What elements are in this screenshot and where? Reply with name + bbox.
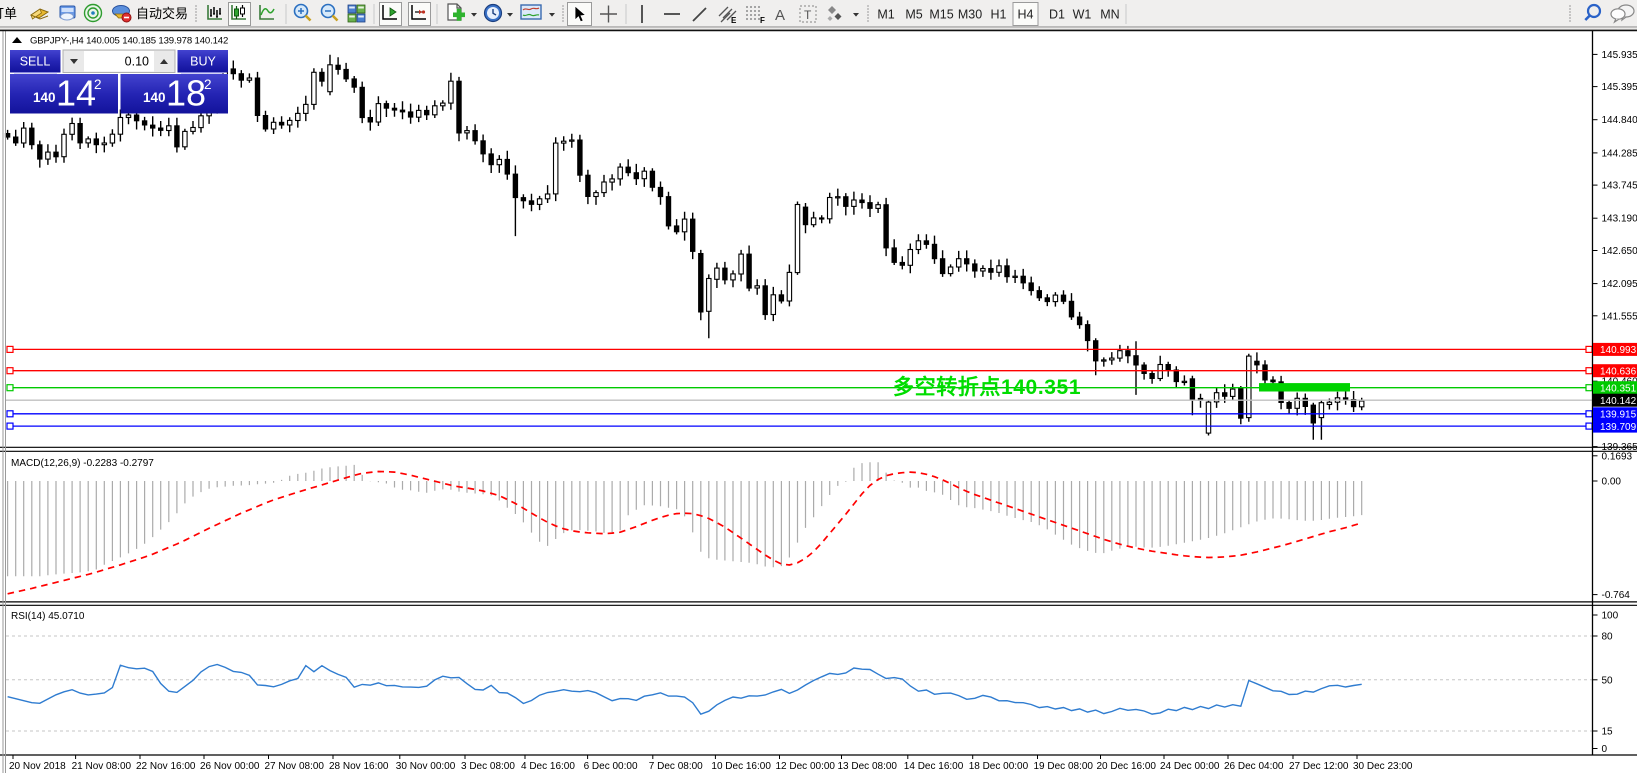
svg-text:6 Dec 00:00: 6 Dec 00:00	[584, 761, 638, 772]
svg-text:15: 15	[1602, 727, 1614, 738]
svg-text:24 Dec 00:00: 24 Dec 00:00	[1160, 761, 1220, 772]
svg-text:50: 50	[1602, 675, 1614, 686]
svg-text:T: T	[804, 8, 812, 22]
svg-text:30 Dec 23:00: 30 Dec 23:00	[1353, 761, 1413, 772]
svg-text:M30: M30	[958, 8, 982, 22]
svg-text:14: 14	[56, 73, 96, 114]
svg-text:RSI(14) 45.0710: RSI(14) 45.0710	[11, 611, 85, 622]
svg-text:140.993: 140.993	[1600, 345, 1637, 356]
svg-text:M5: M5	[905, 8, 922, 22]
svg-text:2: 2	[94, 77, 102, 92]
svg-text:26 Nov 00:00: 26 Nov 00:00	[200, 761, 260, 772]
svg-text:W1: W1	[1073, 8, 1092, 22]
svg-text:139.709: 139.709	[1600, 422, 1637, 433]
svg-text:MACD(12,26,9) -0.2283 -0.2797: MACD(12,26,9) -0.2283 -0.2797	[11, 458, 154, 469]
svg-text:142.650: 142.650	[1602, 246, 1637, 257]
svg-text:多空转折点140.351: 多空转折点140.351	[893, 375, 1081, 399]
svg-text:订单: 订单	[0, 6, 17, 21]
svg-text:13 Dec 08:00: 13 Dec 08:00	[838, 761, 898, 772]
svg-text:2: 2	[204, 77, 212, 92]
svg-text:3 Dec 08:00: 3 Dec 08:00	[461, 761, 515, 772]
svg-text:10 Dec 16:00: 10 Dec 16:00	[711, 761, 771, 772]
svg-text:139.365: 139.365	[1602, 442, 1637, 453]
svg-text:140.351: 140.351	[1600, 384, 1637, 395]
svg-text:F: F	[760, 16, 765, 25]
svg-text:18: 18	[166, 73, 206, 114]
svg-text:145.935: 145.935	[1602, 50, 1637, 61]
svg-text:0: 0	[1602, 744, 1608, 755]
svg-text:27 Nov 08:00: 27 Nov 08:00	[265, 761, 325, 772]
svg-text:143.190: 143.190	[1602, 214, 1637, 225]
svg-text:E: E	[731, 16, 737, 25]
svg-text:28 Nov 16:00: 28 Nov 16:00	[329, 761, 389, 772]
svg-text:27 Dec 12:00: 27 Dec 12:00	[1289, 761, 1349, 772]
svg-text:140: 140	[33, 90, 56, 105]
svg-text:M1: M1	[877, 8, 894, 22]
svg-text:12 Dec 00:00: 12 Dec 00:00	[776, 761, 836, 772]
svg-text:140.142: 140.142	[1600, 396, 1637, 407]
svg-text:144.285: 144.285	[1602, 148, 1637, 159]
svg-text:21 Nov 08:00: 21 Nov 08:00	[72, 761, 132, 772]
svg-text:80: 80	[1602, 632, 1614, 643]
svg-text:142.095: 142.095	[1602, 279, 1637, 290]
svg-text:D1: D1	[1049, 8, 1065, 22]
svg-text:自动交易: 自动交易	[136, 6, 188, 21]
svg-text:140: 140	[143, 90, 166, 105]
svg-text:0.10: 0.10	[125, 55, 149, 69]
svg-text:H1: H1	[991, 8, 1007, 22]
svg-text:0.00: 0.00	[1602, 477, 1622, 488]
svg-text:M15: M15	[929, 8, 953, 22]
svg-text:20 Dec 16:00: 20 Dec 16:00	[1097, 761, 1157, 772]
svg-text:H4: H4	[1018, 8, 1034, 22]
svg-text:0.1693: 0.1693	[1602, 451, 1633, 462]
svg-text:139.915: 139.915	[1600, 410, 1637, 421]
svg-text:-0.764: -0.764	[1602, 590, 1631, 601]
svg-text:30 Nov 00:00: 30 Nov 00:00	[396, 761, 456, 772]
svg-text:140.636: 140.636	[1600, 367, 1637, 378]
svg-text:20 Nov 2018: 20 Nov 2018	[9, 761, 66, 772]
svg-text:BUY: BUY	[190, 55, 216, 69]
svg-text:144.840: 144.840	[1602, 115, 1637, 126]
svg-text:7 Dec 08:00: 7 Dec 08:00	[649, 761, 703, 772]
svg-text:4 Dec 16:00: 4 Dec 16:00	[521, 761, 575, 772]
svg-text:22 Nov 16:00: 22 Nov 16:00	[136, 761, 196, 772]
svg-text:141.555: 141.555	[1602, 311, 1637, 322]
svg-text:26 Dec 04:00: 26 Dec 04:00	[1224, 761, 1284, 772]
svg-text:A: A	[775, 7, 785, 24]
svg-text:GBPJPY-,H4 140.005 140.185 13: GBPJPY-,H4 140.005 140.185 139.978 140.1…	[30, 36, 228, 47]
svg-text:14 Dec 16:00: 14 Dec 16:00	[904, 761, 964, 772]
svg-text:18 Dec 00:00: 18 Dec 00:00	[969, 761, 1029, 772]
svg-text:145.395: 145.395	[1602, 82, 1637, 93]
svg-text:100: 100	[1602, 611, 1619, 622]
svg-text:19 Dec 08:00: 19 Dec 08:00	[1034, 761, 1094, 772]
svg-text:MN: MN	[1100, 8, 1119, 22]
svg-text:SELL: SELL	[20, 55, 51, 69]
svg-text:143.745: 143.745	[1602, 181, 1637, 192]
